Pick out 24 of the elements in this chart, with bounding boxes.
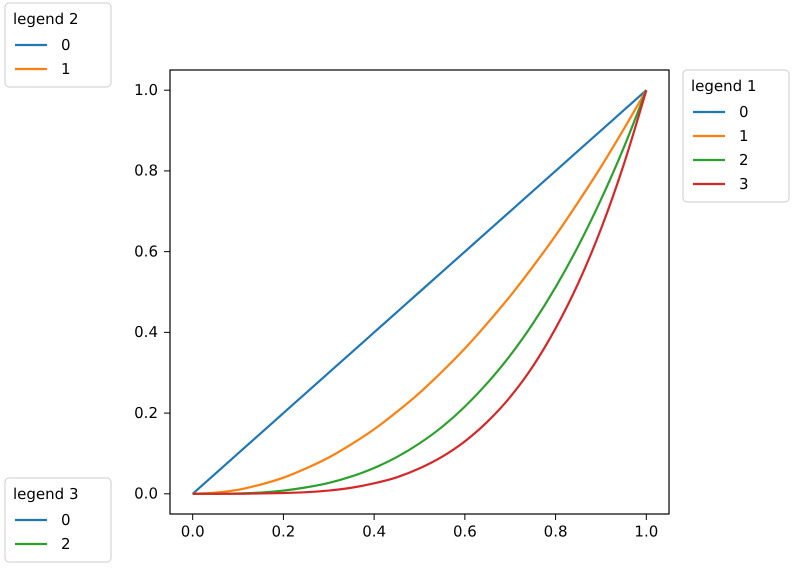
x-tick-label: 0.4 bbox=[362, 522, 386, 541]
y-tick-label: 0.6 bbox=[134, 242, 158, 260]
x-tick-label: 0.0 bbox=[180, 522, 205, 541]
y-tick-label: 0.4 bbox=[134, 323, 158, 342]
text: 1 bbox=[61, 60, 71, 78]
legend-label: 1 bbox=[739, 127, 749, 145]
text: 0 bbox=[61, 36, 71, 54]
x-tick-label: 1.0 bbox=[634, 522, 658, 541]
y-tick-label: 1.0 bbox=[134, 80, 158, 99]
x-tick-label: 0.8 bbox=[544, 522, 568, 541]
y-tick-label: 0.0 bbox=[134, 484, 158, 503]
text: legend 2 bbox=[13, 10, 78, 28]
legend-label: 2 bbox=[739, 151, 749, 169]
text: legend 3 bbox=[13, 485, 78, 503]
y-tick-label: 0.2 bbox=[134, 404, 158, 422]
y-tick-label: 0.8 bbox=[134, 162, 158, 180]
legend-label: 0 bbox=[739, 103, 749, 121]
x-tick-label: 0.2 bbox=[271, 522, 296, 541]
x-tick-label: 0.6 bbox=[452, 522, 477, 541]
text: 0 bbox=[61, 511, 71, 529]
legend-title: legend 1 bbox=[691, 77, 756, 95]
legend-label: 3 bbox=[739, 175, 749, 193]
text: 2 bbox=[61, 535, 71, 553]
line-series bbox=[192, 89, 648, 495]
